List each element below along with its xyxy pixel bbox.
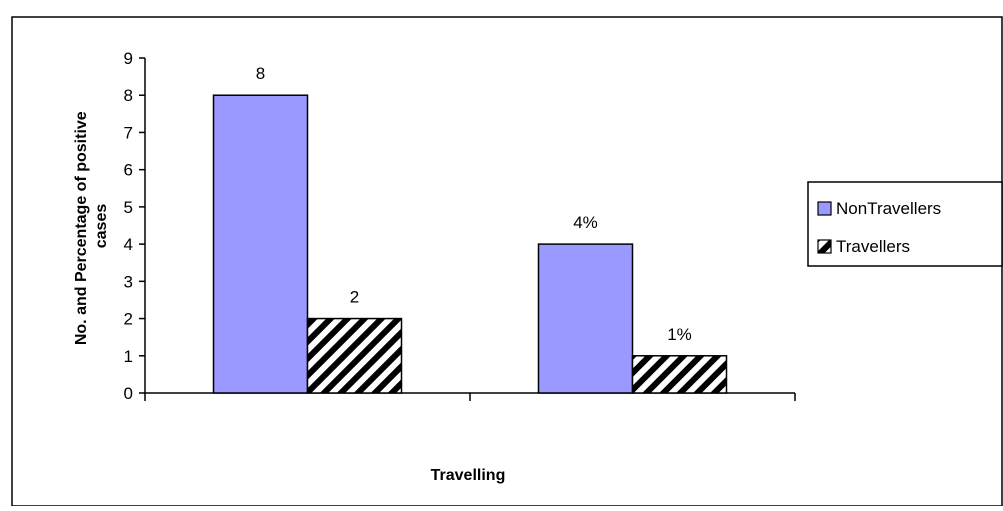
bar-travellers [306,317,403,394]
plot-area: 0 1 2 3 4 5 6 7 8 9 8 2 4% 1% [124,49,796,403]
legend-label-travellers: Travellers [836,237,910,256]
bar-nontravellers [212,94,309,394]
y-tick-label: 3 [124,272,133,291]
y-tick-label: 7 [124,123,133,142]
y-tick-label: 1 [124,347,133,366]
y-tick-label: 6 [124,161,133,180]
legend-label-nontravellers: NonTravellers [836,199,941,218]
y-axis-title-line2: cases [93,204,110,249]
data-label: 1% [667,325,692,344]
y-tick-label: 8 [124,86,133,105]
y-tick-label: 5 [124,198,133,217]
y-tick-label: 9 [124,49,133,68]
data-label: 4% [573,213,598,232]
legend-box [807,181,1003,267]
y-tick-label: 0 [124,384,133,403]
data-label: 8 [256,64,265,83]
y-tick-label: 4 [124,235,133,254]
legend: NonTravellers Travellers [807,181,1003,267]
y-axis-title-line1: No. and Percentage of positive [73,111,90,345]
bar-travellers [631,355,728,394]
y-axis-title: No. and Percentage of positive cases [73,107,110,345]
y-tick-label: 2 [124,310,133,329]
x-axis-title: Travelling [431,467,506,484]
data-label: 2 [350,288,359,307]
legend-swatch-travellers [817,239,832,254]
bar-nontravellers [537,243,634,394]
legend-swatch-nontravellers [817,201,832,216]
